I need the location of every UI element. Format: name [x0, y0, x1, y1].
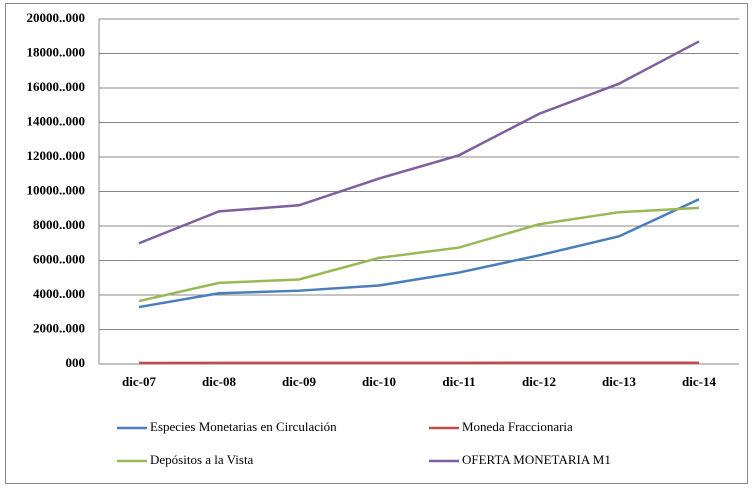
y-tick-label: 18000..000 — [27, 44, 86, 59]
y-tick-label: 2000..000 — [33, 320, 85, 335]
x-tick-label: dic-13 — [602, 374, 636, 389]
x-tick-label: dic-07 — [122, 374, 156, 389]
y-tick-label: 000 — [66, 355, 86, 370]
x-tick-label: dic-12 — [522, 374, 556, 389]
legend-label: OFERTA MONETARIA M1 — [462, 452, 611, 467]
legend-label: Especies Monetarias en Circulación — [150, 419, 337, 434]
y-tick-label: 8000..000 — [33, 217, 85, 232]
x-tick-label: dic-14 — [682, 374, 716, 389]
x-tick-label: dic-08 — [202, 374, 236, 389]
y-tick-label: 16000..000 — [27, 79, 86, 94]
y-tick-label: 4000..000 — [33, 286, 85, 301]
x-tick-label: dic-10 — [362, 374, 396, 389]
legend-label: Moneda Fraccionaria — [462, 419, 573, 434]
y-tick-label: 14000..000 — [27, 113, 86, 128]
x-tick-label: dic-09 — [282, 374, 316, 389]
y-tick-label: 12000..000 — [27, 148, 86, 163]
y-tick-label: 6000..000 — [33, 251, 85, 266]
y-tick-label: 20000..000 — [27, 10, 86, 25]
y-tick-label: 10000..000 — [27, 182, 86, 197]
legend-label: Depósitos a la Vista — [150, 452, 254, 467]
x-tick-label: dic-11 — [442, 374, 475, 389]
